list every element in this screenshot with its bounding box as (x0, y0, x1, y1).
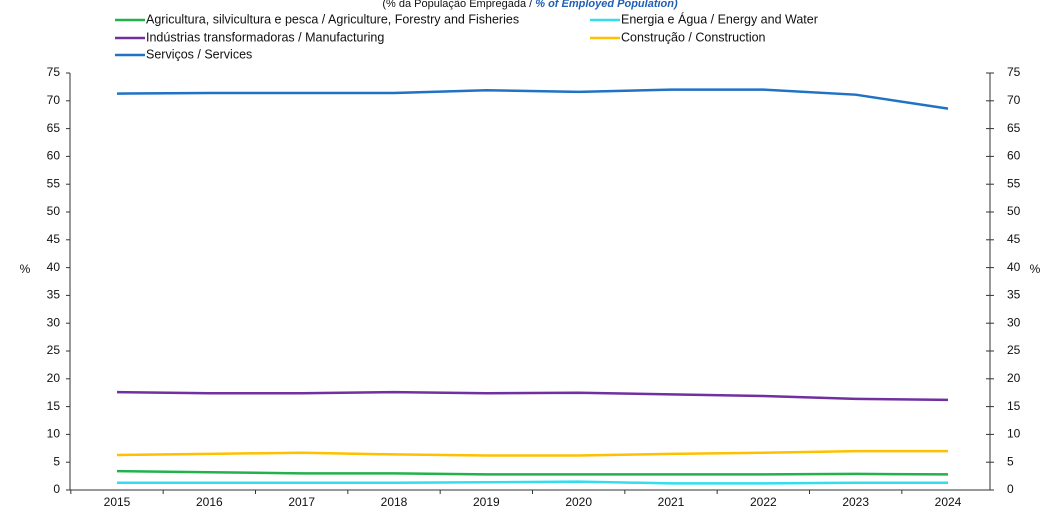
series-line (116, 449, 948, 457)
series-line (116, 390, 949, 402)
y-tick-label: 25 (47, 343, 61, 357)
y-tick-label: 40 (47, 260, 61, 274)
y-tick-label: 0 (53, 482, 60, 496)
y-tick-label: 30 (47, 315, 61, 329)
y2-tick-label: 50 (1007, 204, 1021, 218)
x-tick-label: 2019 (473, 495, 500, 508)
y-axis-label: % (20, 262, 31, 276)
legend-label: Indústrias transformadoras / Manufacturi… (146, 30, 384, 44)
x-tick-label: 2018 (381, 495, 408, 508)
y2-tick-label: 70 (1007, 93, 1021, 107)
legend-label: Construção / Construction (621, 30, 766, 44)
y-tick-label: 10 (47, 427, 61, 441)
y2-tick-label: 0 (1007, 482, 1014, 496)
y-tick-label: 15 (47, 399, 61, 413)
legend-label: Energia e Água / Energy and Water (621, 11, 818, 26)
x-tick-label: 2015 (104, 495, 131, 508)
y2-tick-label: 75 (1007, 65, 1021, 79)
series-line (117, 480, 948, 485)
y-tick-label: 20 (47, 371, 61, 385)
y2-tick-label: 25 (1007, 343, 1021, 357)
y2-tick-label: 45 (1007, 232, 1021, 246)
y2-tick-label: 65 (1007, 121, 1021, 135)
y2-tick-label: 60 (1007, 149, 1021, 163)
y-tick-label: 45 (47, 232, 61, 246)
y-tick-label: 5 (53, 454, 60, 468)
y2-tick-label: 15 (1007, 399, 1021, 413)
y-tick-label: 55 (47, 176, 61, 190)
series-line (116, 88, 949, 110)
legend-label: Agricultura, silvicultura e pesca / Agri… (146, 12, 519, 26)
y2-tick-label: 35 (1007, 288, 1021, 302)
x-tick-label: 2016 (196, 495, 223, 508)
y-tick-label: 50 (47, 204, 61, 218)
series-line (116, 469, 949, 476)
y-tick-label: 75 (47, 65, 61, 79)
x-tick-label: 2024 (935, 495, 962, 508)
y2-tick-label: 55 (1007, 176, 1021, 190)
y2-tick-label: 30 (1007, 315, 1021, 329)
y-tick-label: 70 (47, 93, 61, 107)
y-tick-label: 60 (47, 149, 61, 163)
chart-subtitle: (% da População Empregada / % of Employe… (382, 0, 678, 10)
y-tick-label: 65 (47, 121, 61, 135)
y2-tick-label: 20 (1007, 371, 1021, 385)
y-tick-label: 35 (47, 288, 61, 302)
x-tick-label: 2017 (288, 495, 315, 508)
y2-tick-label: 40 (1007, 260, 1021, 274)
x-tick-label: 2021 (658, 495, 685, 508)
subtitle-en: % of Employed Population) (535, 0, 678, 10)
x-tick-label: 2022 (750, 495, 777, 508)
y2-tick-label: 10 (1007, 427, 1021, 441)
x-tick-label: 2020 (565, 495, 592, 508)
legend-label: Serviços / Services (146, 47, 252, 61)
y2-axis-label: % (1030, 262, 1041, 276)
subtitle-pt: (% da População Empregada / (382, 0, 533, 10)
y2-tick-label: 5 (1007, 454, 1014, 468)
x-tick-label: 2023 (842, 495, 869, 508)
